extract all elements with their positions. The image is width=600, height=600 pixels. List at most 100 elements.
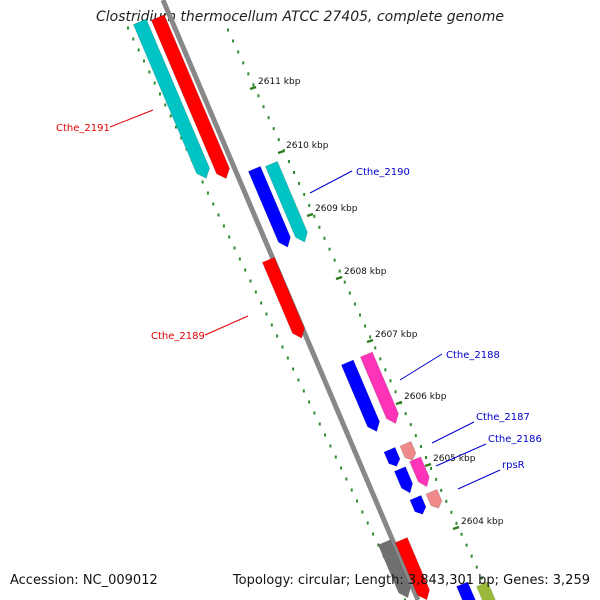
- outer-track-dot: [361, 510, 364, 514]
- gene-cthe-2186-b[interactable]: [409, 456, 433, 489]
- outer-track-dot: [302, 389, 305, 393]
- leader-line-cthe-2187: [431, 421, 475, 444]
- outer-track-dot: [334, 455, 337, 459]
- gene-red-bottom[interactable]: [394, 537, 432, 600]
- outer-track-dot: [217, 213, 220, 217]
- gene-blue-bottom[interactable]: [456, 581, 480, 600]
- inner-track-dot: [313, 214, 316, 218]
- gene-labels[interactable]: Cthe_2191 Cthe_2190 Cthe_2189 Cthe_2188 Cthe…: [56, 109, 542, 490]
- outer-track-dot: [286, 356, 289, 360]
- outer-track-dot: [270, 323, 273, 327]
- inner-track-dot: [343, 280, 346, 284]
- outer-track-dot: [142, 59, 145, 63]
- gene-rpsR[interactable]: [409, 494, 428, 516]
- outer-track-dot: [276, 334, 279, 338]
- gene-label-rpsr[interactable]: rpsR: [502, 460, 525, 471]
- outer-track-dot: [329, 444, 332, 448]
- scale-tick-label: 2604 kbp: [461, 517, 504, 527]
- inner-track-dot: [470, 554, 473, 558]
- inner-track-dot: [267, 116, 270, 120]
- inner-track-dot: [480, 576, 483, 580]
- inner-track-dot: [364, 324, 367, 328]
- inner-track-dot: [348, 291, 351, 295]
- outer-track-dot: [350, 488, 353, 492]
- gene-grey[interactable]: [377, 539, 413, 600]
- gene-features[interactable]: [132, 14, 500, 600]
- gene-cthe-2187[interactable]: [383, 446, 402, 468]
- gene-label-cthe-2187[interactable]: Cthe_2187: [476, 412, 530, 423]
- leader-line-cthe-2190: [309, 170, 353, 194]
- gene-cthe-2186[interactable]: [393, 466, 415, 496]
- gene-label-cthe-2189[interactable]: Cthe_2189: [151, 331, 205, 342]
- gene-cthe-2190-homolog[interactable]: [264, 160, 310, 244]
- inner-track-dot: [318, 225, 321, 229]
- outer-track-dot: [132, 37, 135, 41]
- accession-text: Accession: NC_009012: [10, 573, 158, 588]
- gene-label-cthe-2186[interactable]: Cthe_2186: [488, 434, 542, 445]
- inner-track-dot: [414, 434, 417, 438]
- topology-summary: Topology: circular; Length: 3,843,301 bp…: [232, 573, 590, 588]
- gene-label-cthe-2188[interactable]: Cthe_2188: [446, 350, 500, 361]
- outer-track-dot: [180, 136, 183, 140]
- inner-track-dot: [409, 423, 412, 427]
- outer-track-dot: [153, 81, 156, 85]
- outer-track-dot: [281, 345, 284, 349]
- inner-track-dot: [369, 335, 372, 339]
- outer-track-dot: [297, 378, 300, 382]
- scale-tick-mark: [249, 85, 257, 91]
- inner-track-dot: [338, 269, 341, 273]
- inner-track-dot: [277, 138, 280, 142]
- gene-rpsR-b[interactable]: [425, 488, 444, 510]
- inner-track-dot: [328, 247, 331, 251]
- outer-track-dot: [356, 499, 359, 503]
- outer-track-dot: [404, 598, 406, 600]
- gene-label-cthe-2191[interactable]: Cthe_2191: [56, 123, 110, 134]
- outer-track-dot: [201, 180, 204, 184]
- inner-track-dot: [323, 236, 326, 240]
- scale-tick-label: 2609 kbp: [315, 204, 358, 214]
- outer-track-dot: [148, 70, 151, 74]
- gene-cthe-2191-homolog[interactable]: [132, 18, 212, 181]
- gene-cthe-2191[interactable]: [150, 14, 232, 182]
- inner-track-dot: [379, 357, 382, 361]
- outer-track-dot: [292, 367, 295, 371]
- scale-ticks: 2611 kbp 2610 kbp 2609 kbp 2608 kbp 2607 kbp…: [249, 77, 504, 531]
- scale-tick-label: 2605 kbp: [433, 454, 476, 464]
- leader-line-cthe-2186: [435, 443, 487, 467]
- outer-track-dot: [249, 279, 252, 283]
- inner-track-dot: [272, 127, 275, 131]
- inner-track-dot: [359, 313, 361, 317]
- inner-track-dot: [333, 258, 336, 262]
- outer-track-dot: [169, 114, 172, 118]
- inner-track-dot: [445, 499, 448, 503]
- outer-track-dot: [324, 433, 327, 437]
- leader-line-cthe-2188: [399, 353, 443, 381]
- outer-track-dot: [318, 422, 321, 426]
- inner-track-dot: [404, 412, 407, 416]
- inner-track-dot: [394, 390, 397, 394]
- inner-track-dot: [425, 456, 427, 459]
- gene-cthe-2188[interactable]: [340, 359, 382, 434]
- outer-track-dot: [372, 532, 375, 536]
- inner-track-dot: [475, 565, 478, 569]
- outer-track-dot: [238, 257, 241, 261]
- gene-cthe-2187-b[interactable]: [399, 440, 418, 462]
- inner-track-dot: [440, 488, 443, 492]
- outer-track-dot: [233, 246, 236, 250]
- outer-track-dot: [340, 466, 343, 470]
- outer-track-dot: [164, 103, 167, 107]
- gene-cthe-2188-b[interactable]: [359, 351, 401, 426]
- inner-track-dot: [298, 181, 301, 185]
- outer-track-dot: [265, 312, 268, 316]
- inner-track-dot: [308, 203, 311, 207]
- inner-track-dot: [232, 39, 235, 43]
- inner-track-dot: [293, 171, 295, 174]
- inner-track-dot: [384, 368, 387, 372]
- gene-label-cthe-2190[interactable]: Cthe_2190: [356, 167, 410, 178]
- outer-track-dot: [206, 191, 209, 195]
- gene-cthe-2190[interactable]: [247, 165, 293, 249]
- gene-olive-bottom[interactable]: [476, 581, 500, 600]
- gene-cthe-2189[interactable]: [261, 256, 307, 340]
- scale-tick-mark: [424, 462, 432, 468]
